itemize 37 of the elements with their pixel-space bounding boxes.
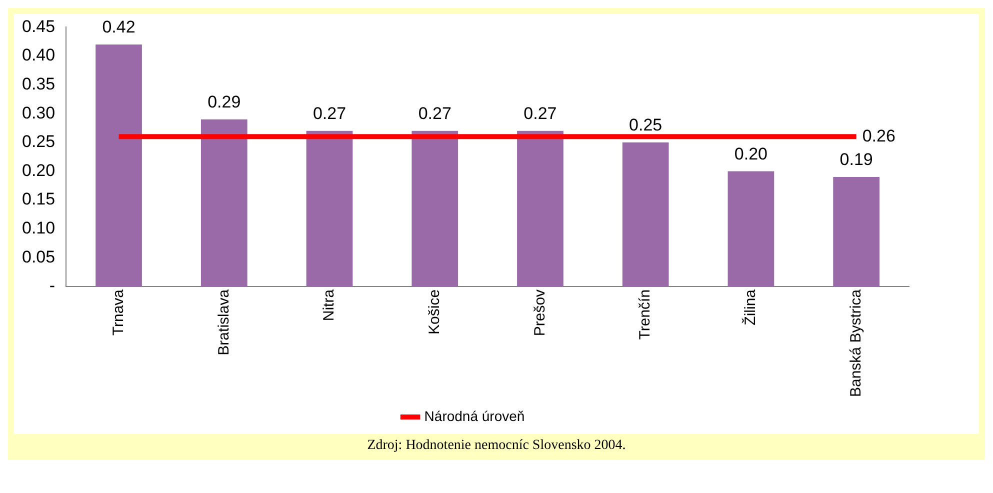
x-tick-label: Nitra <box>320 288 338 322</box>
bar <box>728 171 774 286</box>
data-label: 0.27 <box>524 104 557 124</box>
data-label: 0.20 <box>734 144 768 164</box>
x-tick-label: Košice <box>426 289 443 334</box>
data-label: 0.27 <box>312 104 346 124</box>
y-tick-label: 0.10 <box>22 218 56 238</box>
y-tick-label: 0.15 <box>22 190 56 209</box>
bar <box>412 130 458 286</box>
bar <box>622 142 669 286</box>
x-tick-label: Bratislava <box>215 288 232 356</box>
y-tick-label: 0.40 <box>22 46 56 65</box>
data-label: 0.29 <box>208 92 241 112</box>
y-tick-label: 0.20 <box>22 160 56 180</box>
y-tick-label: 0.35 <box>22 74 56 94</box>
data-label: 0.26 <box>862 126 896 146</box>
legend-label: Národná úroveň <box>424 408 525 424</box>
data-label: 0.42 <box>102 18 136 37</box>
x-tick-label: Žilina <box>741 288 760 326</box>
x-tick-label: Trnava <box>110 288 127 336</box>
x-tick-label: Banská Bystrica <box>847 288 864 398</box>
bar <box>306 130 353 286</box>
y-tick-label: 0.05 <box>22 247 56 266</box>
y-tick-label: 0.45 <box>22 16 56 36</box>
data-label: 0.19 <box>840 150 873 170</box>
y-tick-label: - <box>49 276 56 296</box>
bar <box>833 176 880 286</box>
bar <box>200 119 248 286</box>
data-label: 0.27 <box>418 104 452 124</box>
x-tick-label: Prešov <box>531 288 548 336</box>
bar <box>96 44 142 286</box>
x-tick-label: Trenčín <box>636 289 654 340</box>
y-tick-label: 0.25 <box>22 132 56 152</box>
data-label: 0.25 <box>629 116 662 135</box>
bar <box>517 130 564 286</box>
y-tick-label: 0.30 <box>22 103 56 122</box>
text: Zdroj: Hodnotenie nemocníc Slovensko 2004. <box>366 438 627 454</box>
